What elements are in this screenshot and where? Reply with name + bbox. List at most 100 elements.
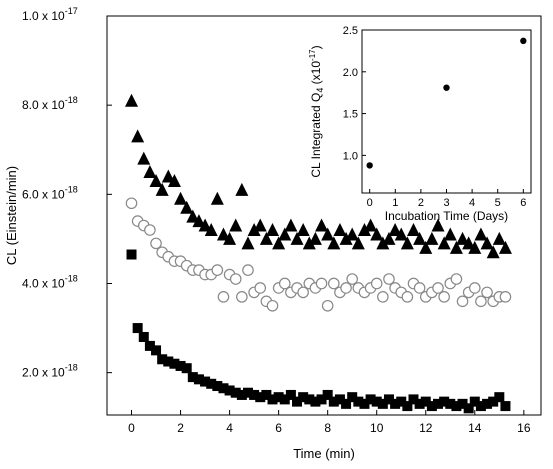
circle-point xyxy=(211,264,224,276)
triangle-point xyxy=(143,165,157,179)
main-x-tick-label: 10 xyxy=(370,421,384,435)
triangle-point xyxy=(431,218,445,232)
triangle-point xyxy=(198,218,212,232)
triangle-point xyxy=(174,191,188,205)
main-y-tick-label: 6.0 x 10-18 xyxy=(22,184,78,201)
square-point xyxy=(445,398,456,409)
triangle-point xyxy=(247,222,261,236)
circle-point xyxy=(340,282,352,294)
triangle-point xyxy=(474,227,488,241)
main-data-marks xyxy=(125,93,512,414)
triangle-point xyxy=(259,231,273,245)
triangle-point xyxy=(468,240,482,254)
triangle-point xyxy=(456,231,470,245)
square-point xyxy=(494,392,505,403)
square-point xyxy=(181,363,192,374)
square-point xyxy=(175,360,186,371)
triangle-point xyxy=(364,218,378,232)
inset-y-tick-label: 2.5 xyxy=(343,25,358,37)
circle-point xyxy=(150,237,162,250)
square-point xyxy=(347,392,358,403)
circle-point xyxy=(401,291,414,303)
main-y-tick-label: 4.0 x 10-18 xyxy=(22,273,78,290)
triangle-point xyxy=(167,173,181,187)
circle-point xyxy=(383,273,395,285)
triangle-point xyxy=(376,236,390,250)
square-point xyxy=(285,389,296,400)
square-point xyxy=(396,396,407,407)
circle-point xyxy=(432,282,444,294)
triangle-point xyxy=(321,227,335,241)
square-point xyxy=(463,403,474,414)
square-point xyxy=(132,323,143,334)
square-point xyxy=(261,389,272,400)
circle-point xyxy=(438,291,450,303)
triangle-point xyxy=(370,227,384,241)
main-chart: 0 2 4 6 8 10 12 14 162.0 x 10-184.0 x 10-186.0 x… xyxy=(4,6,542,461)
triangle-point xyxy=(235,182,249,196)
main-x-axis-title: Time (min) xyxy=(293,446,355,461)
square-point xyxy=(212,381,223,392)
square-point xyxy=(267,394,278,405)
triangle-point xyxy=(210,191,224,205)
circle-point xyxy=(346,273,358,285)
triangle-point xyxy=(186,209,200,223)
square-point xyxy=(292,396,303,407)
circle-point xyxy=(144,224,156,236)
square-point xyxy=(371,396,382,407)
square-point xyxy=(242,387,253,398)
square-point xyxy=(126,249,137,260)
triangle-point xyxy=(480,236,494,250)
triangle-point xyxy=(308,231,322,245)
triangle-point xyxy=(272,236,286,250)
triangle-point xyxy=(327,236,341,250)
square-point xyxy=(273,392,284,403)
square-point xyxy=(249,389,260,400)
square-point xyxy=(359,398,370,409)
square-point xyxy=(377,398,388,409)
main-y-tick-label: 1.0 x 10-17 xyxy=(22,6,78,23)
triangle-point xyxy=(223,231,237,245)
triangle-point xyxy=(296,222,310,236)
triangle-point xyxy=(125,93,139,107)
triangle-point xyxy=(382,231,396,245)
main-x-tick-label: 0 xyxy=(128,421,135,435)
square-point xyxy=(151,345,162,356)
triangle-point xyxy=(149,173,163,187)
inset-y-axis-title-suffix: (x10 xyxy=(309,61,323,88)
circle-point xyxy=(450,273,463,285)
square-point xyxy=(310,396,321,407)
triangle-point xyxy=(253,218,267,232)
circle-point xyxy=(370,277,383,290)
square-point xyxy=(365,394,376,405)
circle-point xyxy=(266,299,279,312)
circle-point xyxy=(377,291,389,303)
triangle-point xyxy=(419,240,433,254)
square-point xyxy=(187,372,198,383)
square-point xyxy=(457,398,468,409)
inset-x-tick-label: 1 xyxy=(392,197,398,209)
square-point xyxy=(322,389,333,400)
triangle-point xyxy=(302,236,316,250)
triangle-point xyxy=(155,182,169,196)
inset-background xyxy=(300,20,536,216)
square-point xyxy=(169,358,180,369)
square-point xyxy=(383,394,394,405)
square-point xyxy=(218,383,229,394)
inset-point xyxy=(443,84,450,91)
triangle-point xyxy=(216,227,230,241)
inset-x-tick-label: 6 xyxy=(520,197,526,209)
square-point xyxy=(334,394,345,405)
inset-y-tick-label: 1.0 xyxy=(343,150,358,162)
triangle-point xyxy=(333,222,347,236)
triangle-point xyxy=(388,222,402,236)
square-point xyxy=(488,396,499,407)
triangle-point xyxy=(425,231,439,245)
triangle-point xyxy=(351,236,365,250)
circle-point xyxy=(328,277,340,290)
square-point xyxy=(451,401,462,412)
square-point xyxy=(439,396,450,407)
triangle-point xyxy=(229,218,243,232)
square-point xyxy=(163,356,174,367)
